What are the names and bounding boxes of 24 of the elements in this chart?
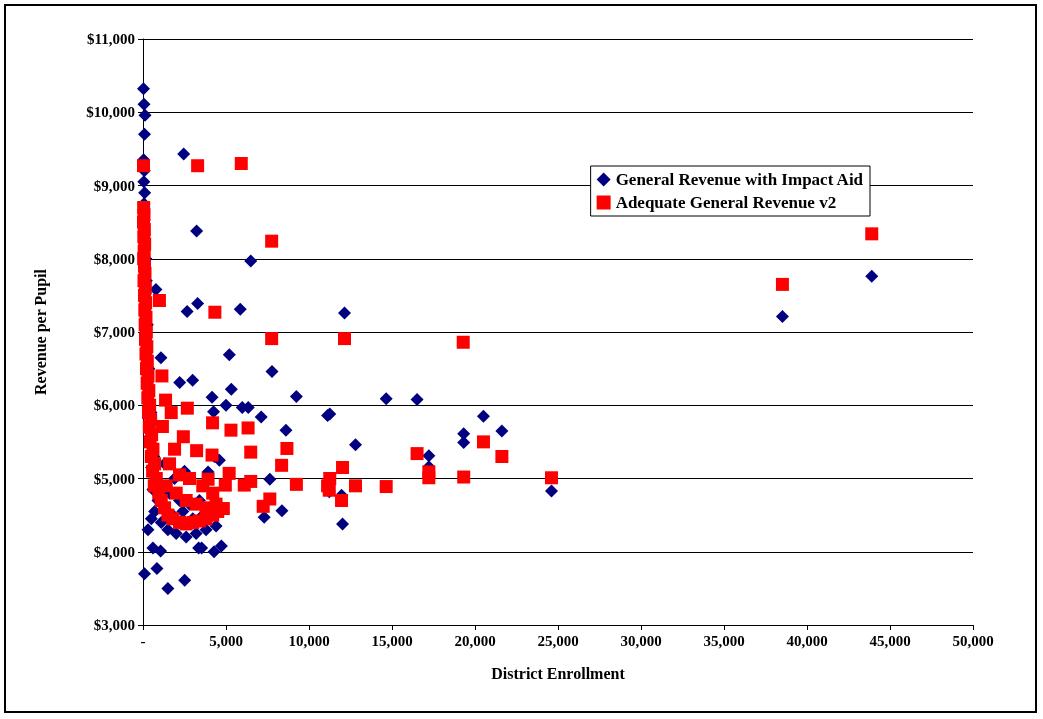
x-tick-label: 50,000 <box>952 632 994 649</box>
legend-label: General Revenue with Impact Aid <box>615 170 864 189</box>
y-tick-label: $8,000 <box>93 250 135 267</box>
y-tick-label: $11,000 <box>87 31 135 47</box>
x-tick-label: 45,000 <box>869 632 911 649</box>
x-tick-label: 25,000 <box>537 632 579 649</box>
y-tick-label: $4,000 <box>93 543 135 560</box>
x-tick-label: 40,000 <box>786 632 828 649</box>
x-tick-label: 10,000 <box>288 632 330 649</box>
y-tick-label: $9,000 <box>93 177 135 194</box>
x-axis-title: District Enrollment <box>491 664 626 682</box>
x-tick-label: 20,000 <box>454 632 496 649</box>
x-tick-label: 35,000 <box>703 632 745 649</box>
x-tick-label: 30,000 <box>620 632 662 649</box>
y-axis-title: Revenue per Pupil <box>31 268 50 395</box>
y-tick-label: $3,000 <box>93 617 135 633</box>
legend-label: Adequate General Revenue v2 <box>615 193 837 212</box>
x-tick-label: - <box>140 632 146 649</box>
y-tick-label: $10,000 <box>86 104 135 121</box>
x-tick-label: 15,000 <box>371 632 413 649</box>
y-tick-label: $6,000 <box>93 397 135 414</box>
y-tick-label: $7,000 <box>93 324 135 340</box>
y-tick-label: $5,000 <box>93 470 135 487</box>
x-tick-label: 5,000 <box>209 632 243 649</box>
